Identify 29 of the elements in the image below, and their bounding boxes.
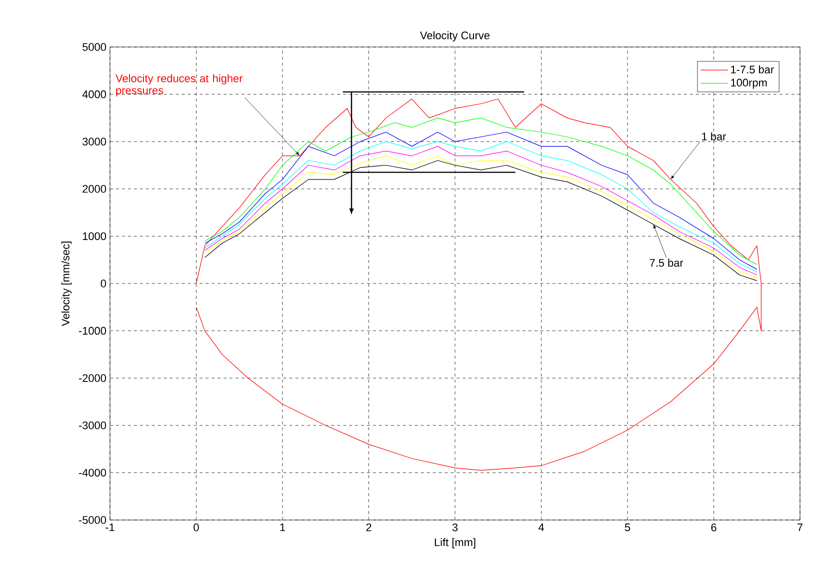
x-tick-label: -1 <box>106 524 114 532</box>
y-tick-label: 1000 <box>82 232 106 240</box>
y-tick-label: 5000 <box>82 43 106 51</box>
annotation: 1 bar <box>702 132 726 140</box>
y-tick-label: 3000 <box>82 138 106 146</box>
x-axis-title: Lift [mm] <box>434 538 476 548</box>
y-tick-label: -1000 <box>78 326 106 335</box>
x-tick-label: 5 <box>624 524 630 532</box>
x-tick-label: 2 <box>366 524 372 532</box>
chart-title: Velocity Curve <box>420 31 490 42</box>
x-tick-label: 0 <box>194 524 199 532</box>
y-tick-label: 4000 <box>82 90 106 98</box>
y-tick-label: -4000 <box>78 468 106 477</box>
x-tick-label: 1 <box>280 524 286 532</box>
annotation: 7.5 bar <box>650 258 684 267</box>
annotation: Velocity reduces at higher pressures <box>116 74 243 96</box>
x-tick-label: 4 <box>538 524 544 532</box>
y-tick-label: -5000 <box>78 516 106 524</box>
x-tick-label: 3 <box>452 524 458 532</box>
legend-label: 1-7.5 bar <box>731 65 774 74</box>
x-tick-label: 6 <box>711 524 716 532</box>
line-series <box>196 98 762 471</box>
x-tick-label: 7 <box>798 524 802 532</box>
y-tick-label: 0 <box>100 280 106 288</box>
y-axis-title: Velocity [mm/sec] <box>61 242 72 326</box>
y-tick-label: 2000 <box>82 185 106 193</box>
y-tick-label: -3000 <box>78 422 106 430</box>
y-tick-label: -2000 <box>78 374 106 382</box>
legend-label: 100rpm <box>731 78 767 89</box>
